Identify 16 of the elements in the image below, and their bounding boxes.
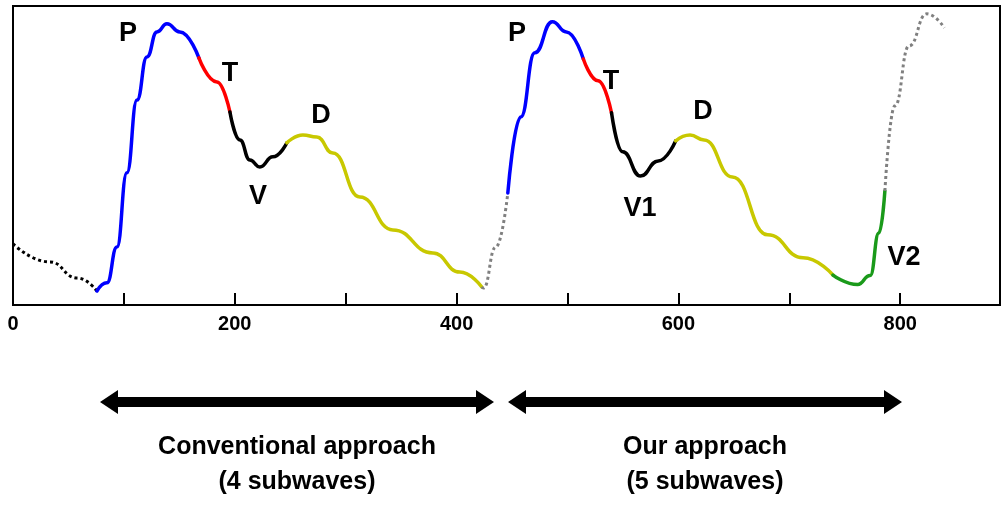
annotation: V1 (623, 192, 657, 222)
text: Conventional approach (4 subwaves) (158, 430, 436, 496)
x-tick-label: 200 (218, 312, 252, 334)
annotation: D (311, 99, 331, 129)
x-tick-label: 600 (661, 312, 696, 334)
annotation: V (248, 180, 268, 210)
x-tick-label: 0 (7, 312, 19, 334)
annotation: P (507, 17, 527, 47)
annotation: P (118, 17, 138, 47)
x-tick-label: 400 (439, 312, 474, 334)
text: Our approach (5 subwaves) (623, 430, 787, 496)
annotation: T (221, 57, 239, 87)
annotation: D (693, 95, 713, 125)
annotation: T (602, 65, 620, 95)
annotation: V2 (887, 241, 921, 271)
x-tick-label: 800 (883, 312, 917, 334)
